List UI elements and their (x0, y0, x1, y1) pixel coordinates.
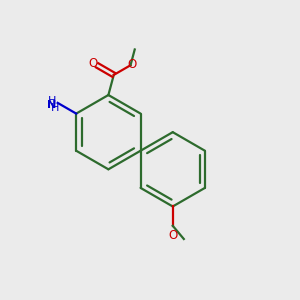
Text: N: N (46, 100, 56, 110)
Text: O: O (88, 57, 97, 70)
Text: H: H (48, 95, 56, 106)
Text: O: O (168, 229, 177, 242)
Text: O: O (128, 58, 136, 71)
Text: H: H (51, 103, 59, 113)
